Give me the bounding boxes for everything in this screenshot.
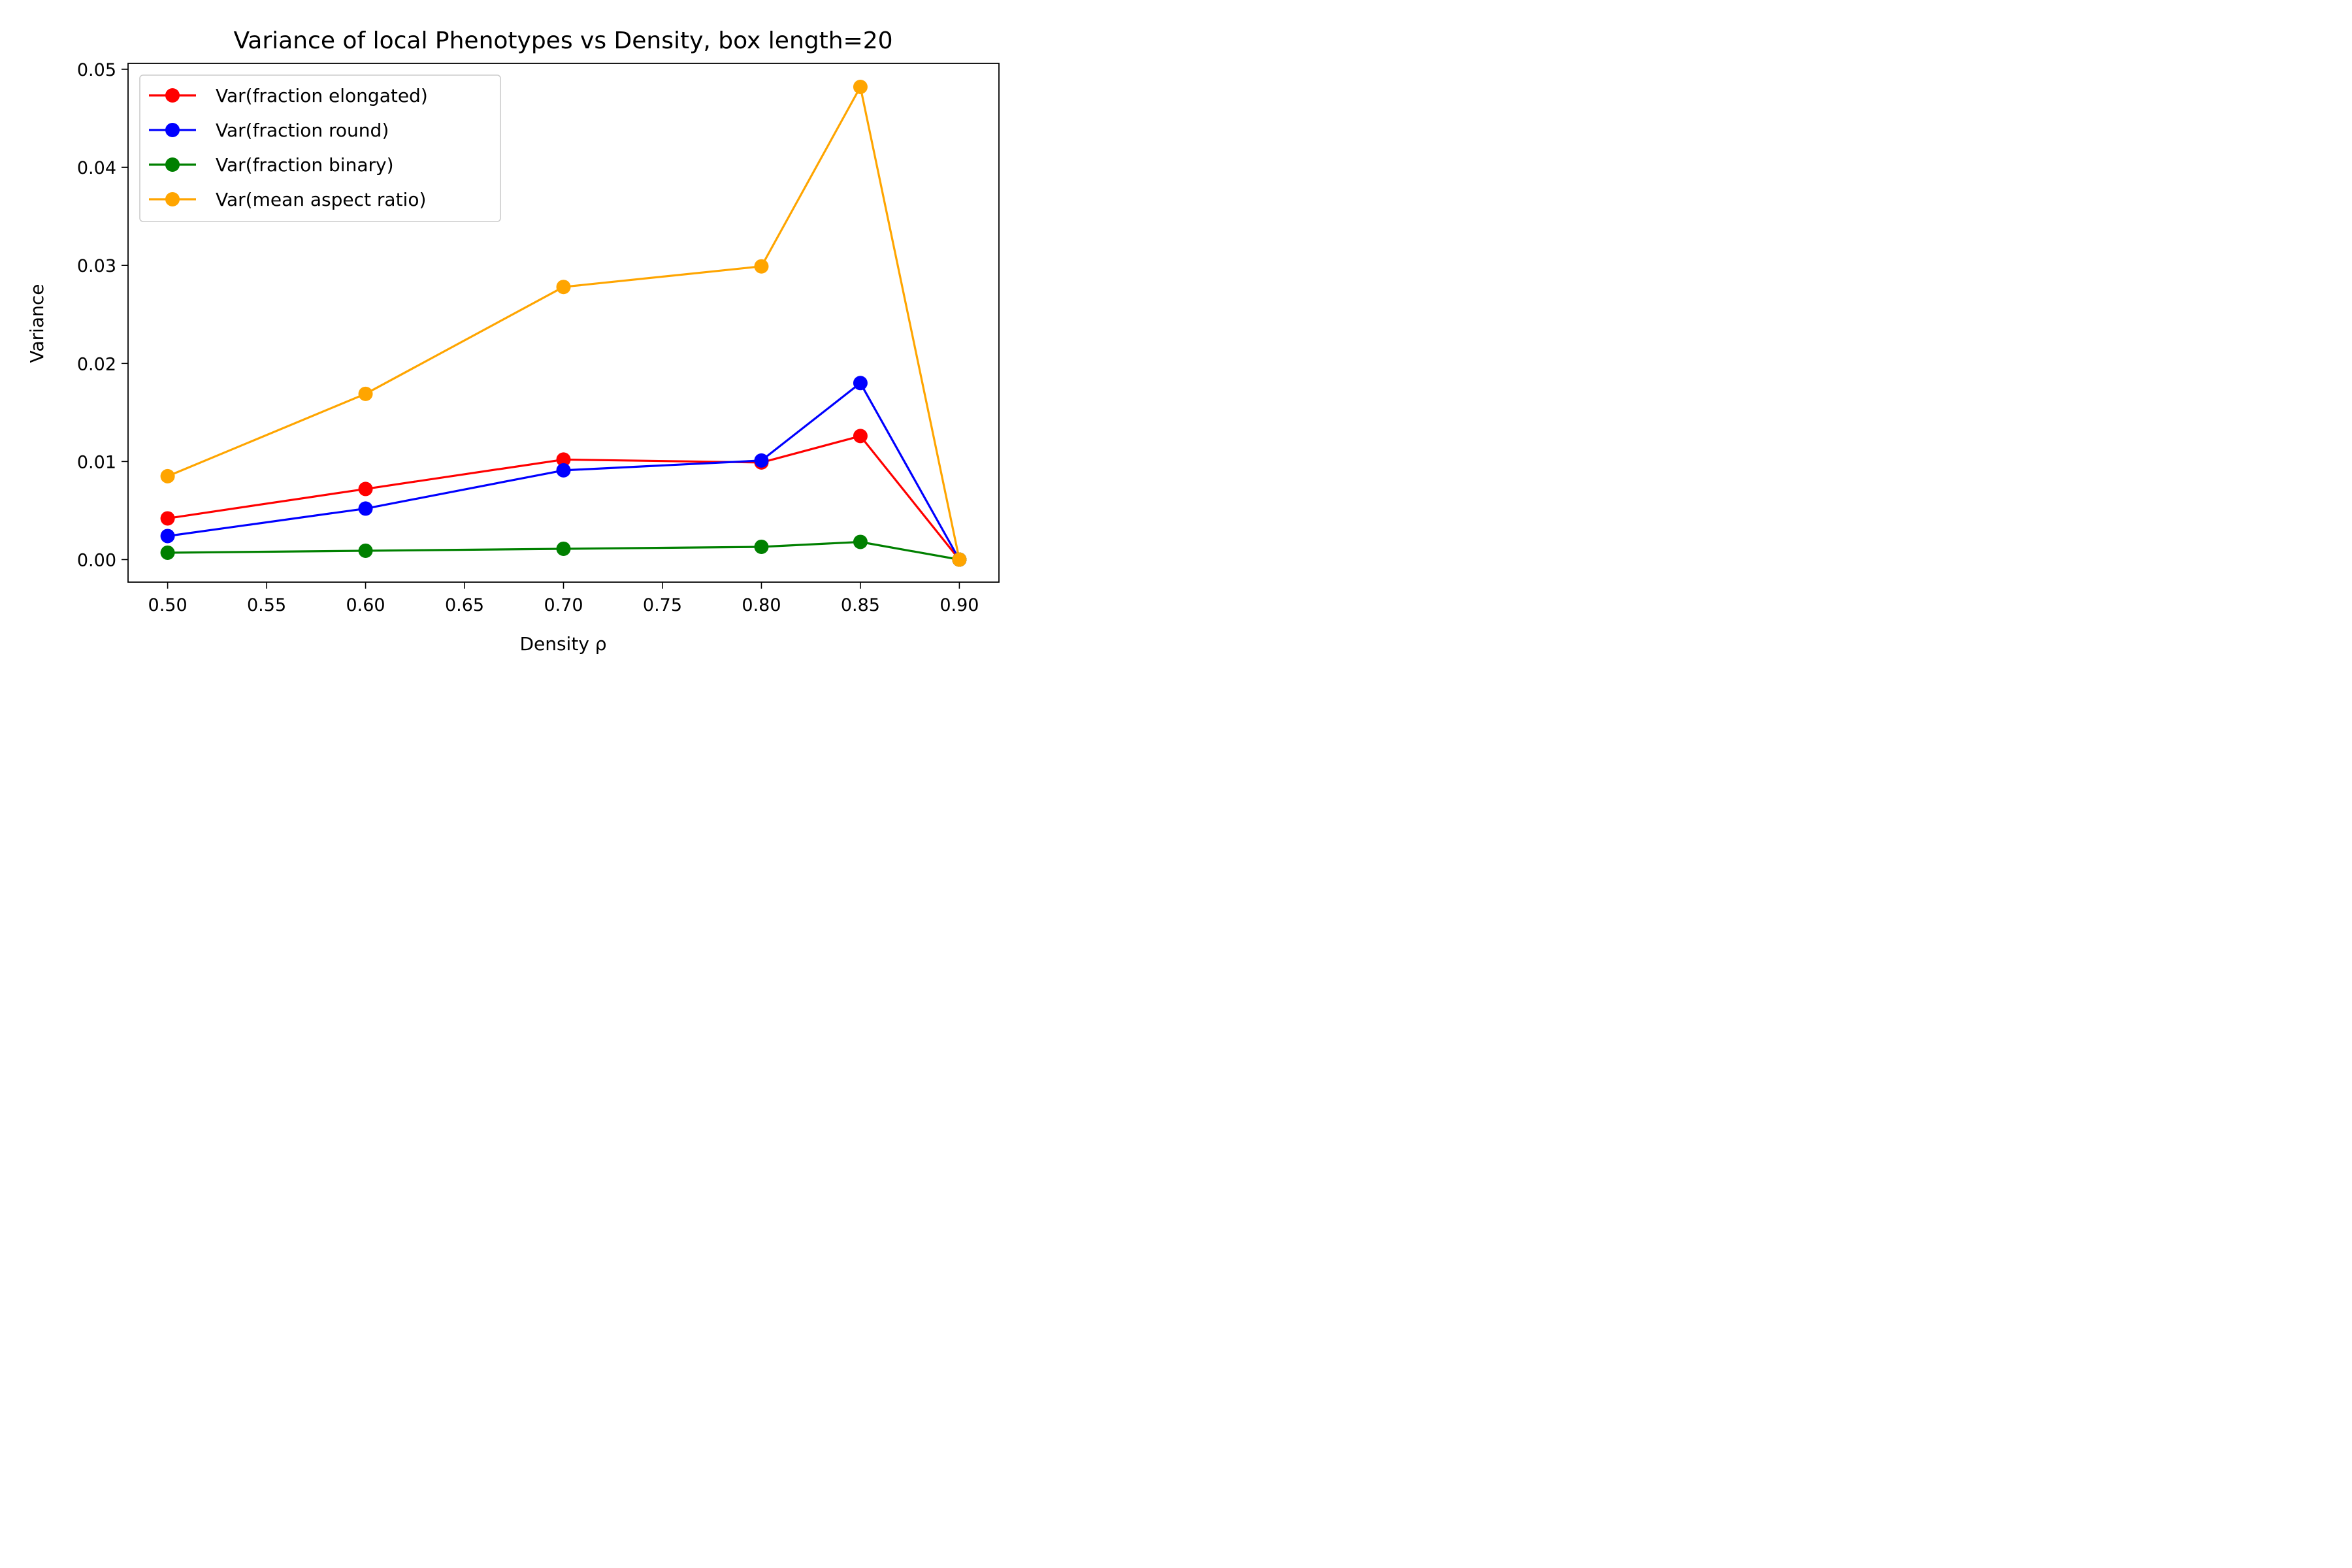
x-tick-label: 0.90 bbox=[939, 595, 979, 615]
legend-label-1: Var(fraction elongated) bbox=[216, 85, 428, 106]
x-tick-label: 0.75 bbox=[643, 595, 682, 615]
legend-label-2: Var(fraction round) bbox=[216, 120, 389, 141]
x-tick-label: 0.70 bbox=[544, 595, 583, 615]
plot-frame bbox=[127, 63, 1000, 583]
legend-marker-2 bbox=[165, 123, 180, 137]
series-3-point bbox=[160, 545, 175, 560]
series-line-2 bbox=[167, 382, 960, 561]
line-chart: Variance of local Phenotypes vs Density,… bbox=[0, 0, 1024, 683]
series-2-point bbox=[358, 501, 373, 516]
x-tick-label: 0.65 bbox=[445, 595, 484, 615]
series-4-point bbox=[853, 80, 868, 95]
series-2-point bbox=[853, 376, 868, 391]
series-line-1 bbox=[167, 434, 960, 561]
x-tick-label: 0.85 bbox=[841, 595, 880, 615]
y-tick-label: 0.04 bbox=[77, 158, 116, 178]
legend-marker-4 bbox=[165, 192, 180, 206]
series-4-point bbox=[160, 468, 175, 483]
x-tick-label: 0.50 bbox=[148, 595, 188, 615]
legend-marker-3 bbox=[165, 157, 180, 172]
x-tick-label: 0.60 bbox=[346, 595, 385, 615]
y-tick-label: 0.02 bbox=[77, 354, 116, 374]
series-2-point bbox=[556, 463, 571, 478]
plot-area: 0.50 0.55 0.60 0.65 0.70 0.75 0.80 0.85 0.90 0.00… bbox=[77, 60, 1000, 615]
legend: Var(fraction elongated) Var(fraction roun… bbox=[139, 74, 501, 222]
series-4-point bbox=[358, 386, 373, 401]
chart-title: Variance of local Phenotypes vs Density,… bbox=[233, 27, 892, 54]
series-1-point bbox=[853, 429, 868, 444]
series-3-point bbox=[556, 541, 571, 556]
y-tick-label: 0.01 bbox=[77, 452, 116, 472]
legend-box bbox=[139, 74, 501, 222]
y-tick-label: 0.03 bbox=[77, 256, 116, 276]
series-line-4 bbox=[167, 86, 960, 560]
series-3-point bbox=[358, 543, 373, 558]
series-1-point bbox=[556, 452, 571, 467]
x-axis-label: Density ρ bbox=[519, 633, 606, 655]
x-tick-label: 0.80 bbox=[742, 595, 781, 615]
y-tick-label: 0.00 bbox=[77, 550, 116, 570]
series-1-point bbox=[160, 511, 175, 526]
y-axis-label: Variance bbox=[26, 284, 48, 363]
x-tick-label: 0.55 bbox=[247, 595, 286, 615]
series-2-point bbox=[160, 529, 175, 544]
series-3-point bbox=[754, 539, 769, 554]
legend-label-3: Var(fraction binary) bbox=[216, 154, 394, 176]
series-line-3 bbox=[167, 540, 960, 561]
legend-label-4: Var(mean aspect ratio) bbox=[216, 189, 426, 210]
series-2-point bbox=[754, 453, 769, 468]
series-4-point bbox=[952, 552, 967, 567]
series-4-point bbox=[754, 259, 769, 274]
series-3-point bbox=[853, 534, 868, 549]
series-1-point bbox=[358, 482, 373, 497]
legend-marker-1 bbox=[165, 88, 180, 103]
series-4-point bbox=[556, 280, 571, 295]
y-tick-label: 0.05 bbox=[77, 60, 116, 80]
chart: Variance of local Phenotypes vs Density,… bbox=[0, 0, 1024, 683]
